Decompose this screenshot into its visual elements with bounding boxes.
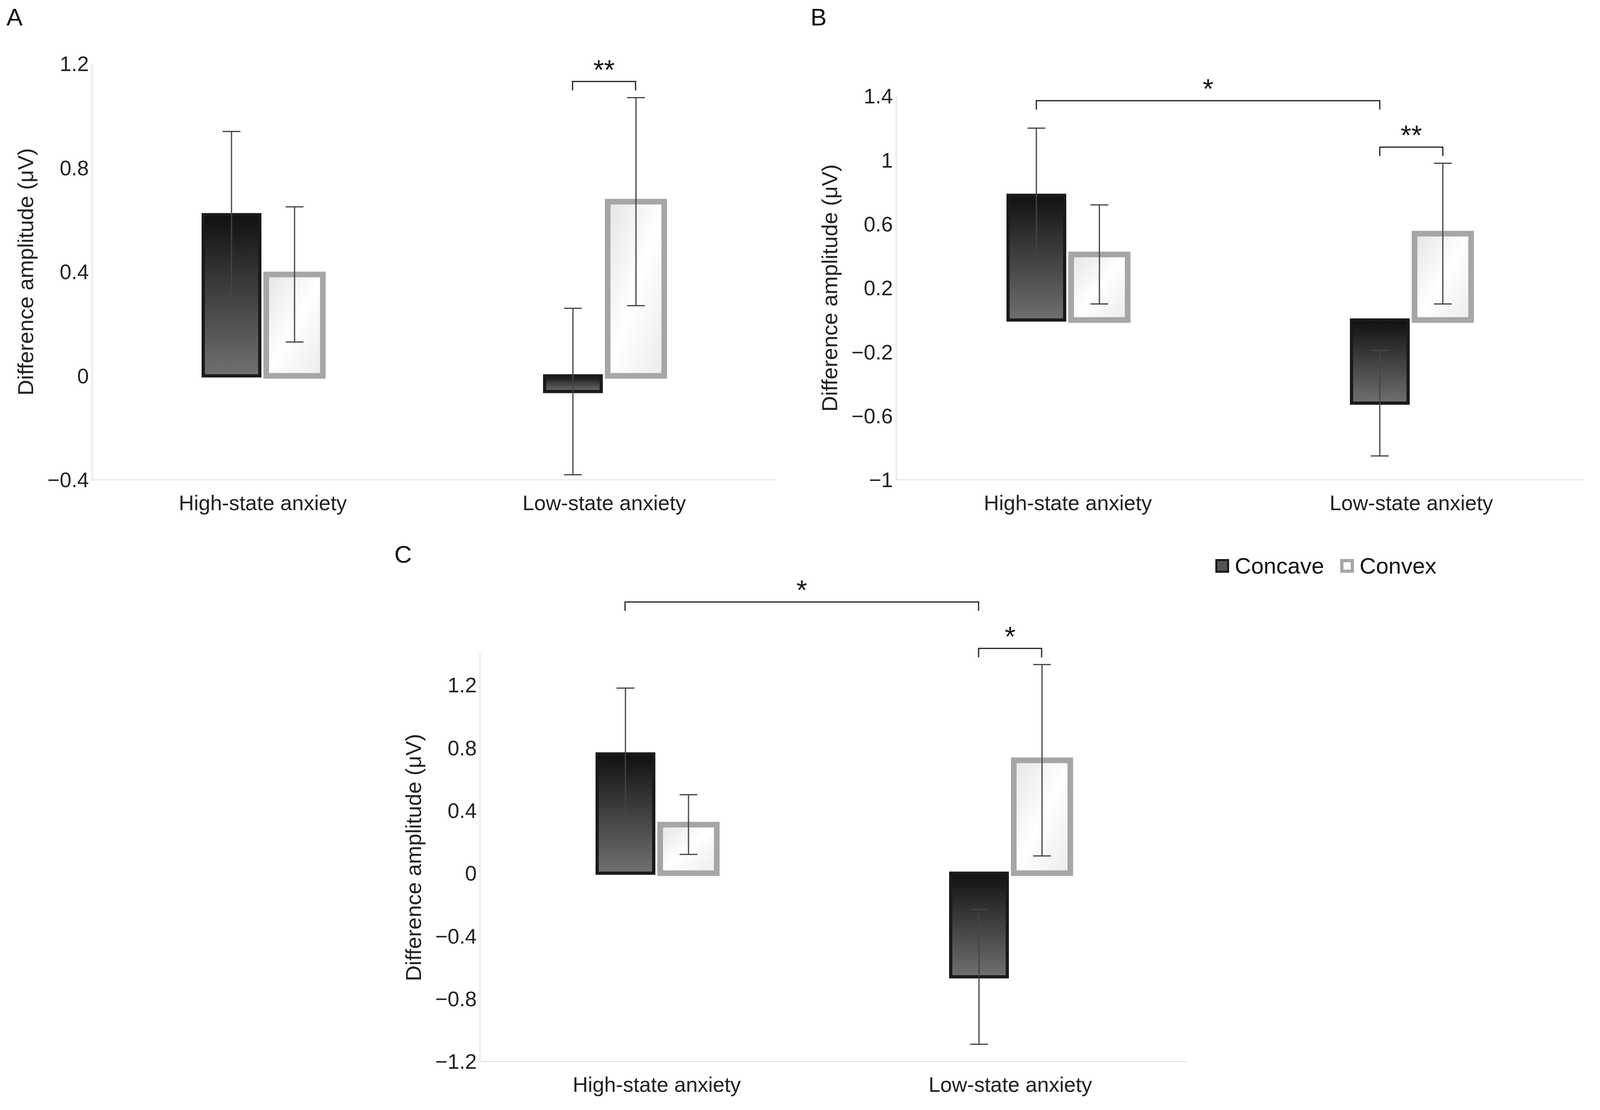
svg-text:0: 0 <box>465 861 477 886</box>
html-text:Concave: Concave <box>1234 553 1325 579</box>
svg-text:1.2: 1.2 <box>59 52 89 76</box>
svg-text:*: * <box>796 574 807 606</box>
html-text:C: C <box>394 541 412 569</box>
html-text:B: B <box>810 3 827 31</box>
svg-text:1.4: 1.4 <box>863 84 893 108</box>
html-text:A: A <box>6 3 23 31</box>
svg-text:Difference amplitude (μV): Difference amplitude (μV) <box>13 148 38 396</box>
svg-text:−0.2: −0.2 <box>851 340 893 365</box>
svg-text:0.8: 0.8 <box>447 736 477 760</box>
svg-text:0.4: 0.4 <box>447 799 477 823</box>
svg-text:Low-state anxiety: Low-state anxiety <box>522 491 687 515</box>
svg-text:−0.6: −0.6 <box>851 404 893 428</box>
svg-text:0.2: 0.2 <box>863 276 893 300</box>
html-text:Convex: Convex <box>1359 553 1437 579</box>
svg-text:High-state anxiety: High-state anxiety <box>983 491 1152 515</box>
svg-text:0: 0 <box>77 364 89 388</box>
svg-text:High-state anxiety: High-state anxiety <box>572 1073 741 1097</box>
svg-text:*: * <box>1202 73 1214 104</box>
svg-text:−0.4: −0.4 <box>435 924 477 949</box>
svg-text:−1.2: −1.2 <box>435 1050 477 1074</box>
svg-text:0.8: 0.8 <box>59 156 89 180</box>
svg-text:High-state anxiety: High-state anxiety <box>178 491 347 515</box>
svg-text:**: ** <box>1400 119 1423 151</box>
svg-text:1.2: 1.2 <box>447 673 477 697</box>
svg-text:1: 1 <box>881 148 893 173</box>
svg-text:0.4: 0.4 <box>59 260 89 284</box>
svg-text:Low-state anxiety: Low-state anxiety <box>1329 491 1494 515</box>
svg-text:0.6: 0.6 <box>863 212 893 236</box>
svg-text:Low-state anxiety: Low-state anxiety <box>928 1073 1093 1097</box>
svg-text:−0.8: −0.8 <box>435 987 477 1011</box>
svg-text:Difference amplitude (μV): Difference amplitude (μV) <box>817 164 842 412</box>
svg-text:**: ** <box>593 54 615 85</box>
svg-text:Difference amplitude (μV): Difference amplitude (μV) <box>401 734 426 982</box>
svg-text:−0.4: −0.4 <box>47 468 89 492</box>
svg-text:*: * <box>1004 621 1016 652</box>
svg-text:−1: −1 <box>869 468 893 492</box>
